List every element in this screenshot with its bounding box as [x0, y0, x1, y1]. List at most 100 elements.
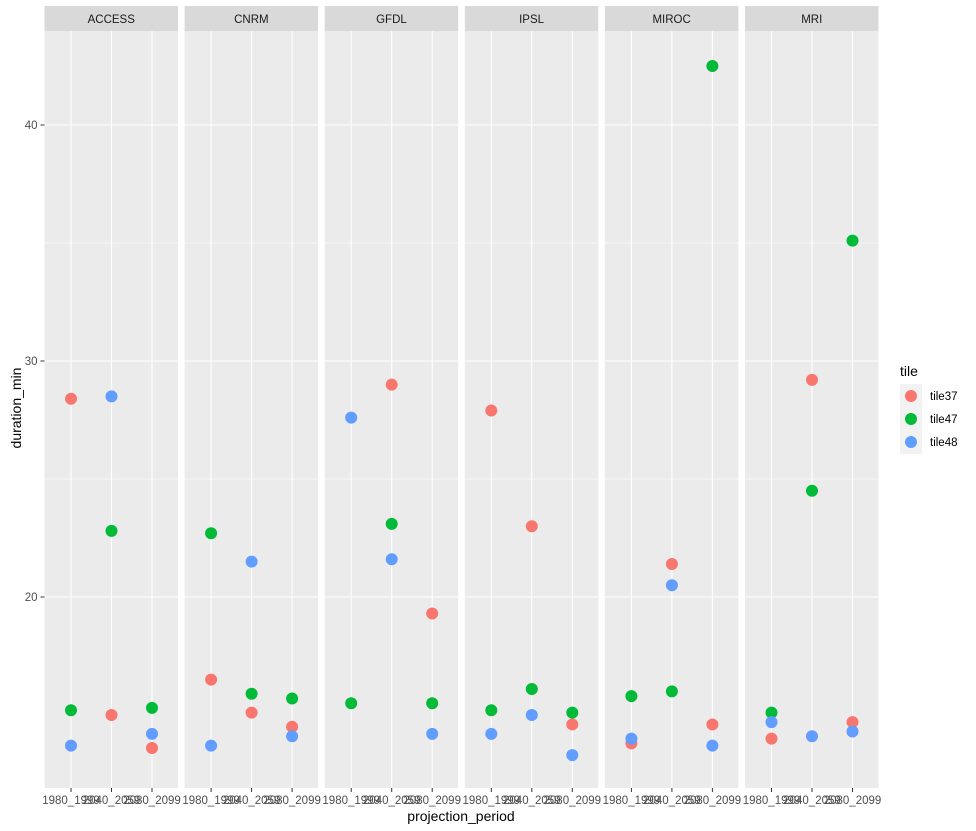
y-axis: 20 30 40: [25, 120, 45, 604]
x-tick-label: 2080_2099: [684, 795, 742, 807]
x-tick-label: 1980_1999: [603, 795, 661, 807]
legend-label-tile48: tile48: [930, 437, 958, 449]
data-point-tile37-ipsl-2040_2059: [525, 520, 538, 533]
data-point-tile47-access-2080_2099: [146, 701, 158, 714]
facet-strip: [324, 6, 459, 31]
facet-strip: [464, 6, 599, 31]
data-point-tile48-miroc-2080_2099: [706, 739, 719, 752]
x-tick-label: 2080_2099: [263, 795, 321, 807]
y-tick-label: 30: [25, 356, 38, 368]
facet-strip-label: CNRM: [234, 14, 269, 26]
legend-key-tile47: [905, 413, 917, 425]
data-point-tile47-mri-2040_2059: [806, 484, 818, 497]
legend-key-tile37: [905, 390, 917, 402]
data-point-tile37-access-1980_1999: [65, 392, 77, 405]
data-point-tile37-cnrm-2040_2059: [245, 706, 258, 719]
data-point-tile48-mri-2040_2059: [806, 730, 818, 743]
legend-label-tile47: tile47: [930, 414, 958, 426]
data-point-tile48-gfdl-2080_2099: [426, 727, 439, 740]
data-point-tile37-mri-2040_2059: [806, 373, 818, 386]
facet-strip-label: MIROC: [652, 14, 690, 26]
data-point-tile37-cnrm-1980_1999: [205, 673, 218, 686]
data-point-tile47-miroc-2080_2099: [706, 60, 719, 72]
data-point-tile47-cnrm-2040_2059: [245, 687, 258, 700]
data-point-tile47-mri-2080_2099: [846, 234, 859, 247]
facet-panel-gfdl: GFDL: [324, 6, 459, 788]
x-tick-label: 2080_2099: [824, 795, 882, 807]
x-tick-label: 1980_1999: [42, 795, 100, 807]
data-point-tile37-access-2080_2099: [146, 742, 158, 755]
facet-strip: [184, 6, 319, 31]
facet-strip-label: GFDL: [376, 14, 407, 26]
x-tick-label: 1980_1999: [322, 795, 380, 807]
data-point-tile48-access-2080_2099: [146, 727, 158, 740]
facet-panel-mri: MRI: [745, 6, 879, 788]
legend-key-tile48: [905, 436, 917, 448]
data-point-tile47-gfdl-2040_2059: [385, 517, 398, 530]
facet-strip-label: MRI: [801, 14, 822, 26]
facet-panels: ACCESS CNRM GFDL IPSL MIROC MRI: [44, 6, 879, 788]
facet-strip: [44, 6, 178, 31]
data-point-tile48-mri-1980_1999: [765, 716, 778, 729]
facet-strip-label: ACCESS: [88, 14, 136, 26]
data-point-tile37-cnrm-2080_2099: [286, 720, 299, 733]
data-point-tile48-gfdl-2040_2059: [385, 553, 398, 566]
data-point-tile47-ipsl-2040_2059: [525, 683, 538, 696]
x-tick-label: 2040_2059: [363, 795, 421, 807]
data-point-tile37-gfdl-2080_2099: [426, 607, 439, 620]
data-point-tile47-access-2040_2059: [105, 524, 118, 537]
data-point-tile47-ipsl-2080_2099: [566, 706, 579, 719]
legend-label-tile37: tile37: [930, 391, 958, 403]
data-point-tile48-miroc-1980_1999: [625, 732, 638, 745]
data-point-tile47-gfdl-2080_2099: [426, 697, 439, 710]
data-point-tile48-access-1980_1999: [65, 739, 77, 752]
y-axis-title: duration_min: [8, 368, 24, 449]
x-tick-label: 2040_2059: [223, 795, 281, 807]
data-point-tile48-cnrm-1980_1999: [205, 739, 218, 752]
data-point-tile48-cnrm-2040_2059: [245, 555, 258, 568]
x-tick-label: 2040_2059: [643, 795, 701, 807]
data-point-tile47-miroc-1980_1999: [625, 690, 638, 703]
data-point-tile48-ipsl-2080_2099: [566, 749, 579, 762]
data-point-tile48-ipsl-1980_1999: [485, 727, 498, 740]
data-point-tile47-ipsl-1980_1999: [485, 704, 498, 717]
data-point-tile48-cnrm-2080_2099: [286, 730, 299, 743]
data-point-tile37-miroc-2080_2099: [706, 718, 719, 731]
x-tick-label: 2080_2099: [123, 795, 181, 807]
x-tick-label: 1980_1999: [463, 795, 521, 807]
facet-panel-miroc: MIROC: [604, 6, 739, 788]
data-point-tile48-ipsl-2040_2059: [525, 709, 538, 721]
data-point-tile47-access-1980_1999: [65, 704, 77, 717]
x-tick-label: 2080_2099: [544, 795, 602, 807]
facet-strip-label: IPSL: [519, 14, 545, 26]
x-tick-label: 1980_1999: [743, 795, 801, 807]
data-point-tile37-gfdl-2040_2059: [385, 378, 398, 391]
data-point-tile48-miroc-2040_2059: [665, 579, 678, 592]
x-tick-label: 2080_2099: [403, 795, 461, 807]
legend: tile tile37 tile47 tile48: [900, 363, 958, 454]
x-tick-label: 2040_2059: [83, 795, 141, 807]
data-point-tile48-access-2040_2059: [105, 390, 118, 403]
data-point-tile37-access-2040_2059: [105, 709, 118, 721]
facet-panel-cnrm: CNRM: [184, 6, 319, 788]
y-tick-label: 40: [25, 120, 38, 132]
data-point-tile37-mri-1980_1999: [765, 732, 778, 745]
facet-strip: [745, 6, 879, 31]
data-point-tile37-miroc-2040_2059: [665, 557, 678, 570]
data-point-tile37-mri-2080_2099: [846, 716, 859, 729]
data-point-tile47-miroc-2040_2059: [665, 685, 678, 698]
x-tick-label: 2040_2059: [783, 795, 841, 807]
data-point-tile47-cnrm-2080_2099: [286, 692, 299, 705]
facet-strip: [604, 6, 739, 31]
data-point-tile37-ipsl-2080_2099: [566, 718, 579, 731]
data-point-tile48-mri-2080_2099: [846, 725, 859, 738]
legend-title: tile: [900, 363, 918, 379]
data-point-tile47-cnrm-1980_1999: [205, 527, 218, 540]
data-point-tile47-gfdl-1980_1999: [345, 697, 358, 710]
data-point-tile48-gfdl-1980_1999: [345, 411, 358, 424]
data-point-tile47-mri-1980_1999: [765, 706, 778, 719]
facet-panel-access: ACCESS: [44, 6, 178, 788]
facet-panel-ipsl: IPSL: [464, 6, 599, 788]
